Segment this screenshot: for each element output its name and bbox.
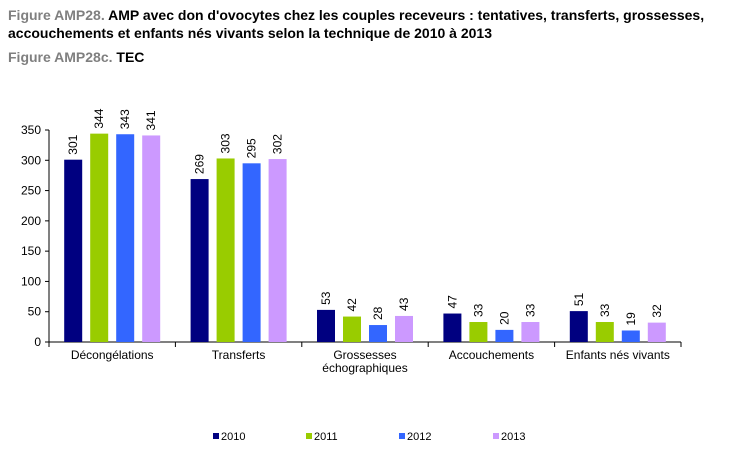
figure-title: Figure AMP28. AMP avec don d'ovocytes ch… <box>8 6 723 42</box>
bar-value-label: 302 <box>271 134 285 154</box>
bar <box>343 316 361 342</box>
bar <box>216 158 235 342</box>
y-tick-label: 0 <box>34 335 41 349</box>
legend-swatch <box>213 433 219 439</box>
bar <box>268 159 287 342</box>
figure-title-text: AMP avec don d'ovocytes chez les couples… <box>8 7 705 41</box>
bar-value-label: 303 <box>219 133 233 153</box>
bar-value-label: 295 <box>245 138 259 158</box>
bar-value-label: 20 <box>497 311 511 325</box>
y-tick-label: 150 <box>21 244 41 258</box>
legend-label: 2010 <box>221 431 245 443</box>
legend-label: 2011 <box>314 431 338 443</box>
bar <box>469 322 488 342</box>
bar-value-label: 33 <box>471 303 485 317</box>
bar-value-label: 43 <box>397 297 411 311</box>
bar-value-label: 32 <box>650 304 664 318</box>
bar <box>64 159 83 342</box>
bar <box>647 322 666 342</box>
bar <box>521 322 540 342</box>
bar <box>116 134 135 342</box>
bar <box>142 135 161 342</box>
x-category-label: échographiques <box>322 361 407 375</box>
figure-subtitle-text: TEC <box>116 49 145 65</box>
y-tick-label: 350 <box>21 123 41 137</box>
bar <box>621 330 640 342</box>
figure-subtitle-prefix: Figure AMP28c. <box>8 49 113 65</box>
x-category-label: Décongélations <box>71 348 154 362</box>
bar <box>443 313 462 342</box>
bar-value-label: 341 <box>144 110 158 130</box>
x-category-label: Transferts <box>212 348 266 362</box>
bar-value-label: 269 <box>193 154 207 174</box>
y-tick-label: 50 <box>28 305 42 319</box>
y-tick-label: 100 <box>21 274 41 288</box>
bar-value-label: 343 <box>118 109 132 129</box>
bar <box>317 309 335 342</box>
figure-subtitle: Figure AMP28c. TEC <box>8 48 144 66</box>
y-tick-label: 200 <box>21 214 41 228</box>
bar <box>242 163 261 342</box>
bar-value-label: 53 <box>319 291 333 305</box>
bar <box>369 325 387 342</box>
bar-value-label: 47 <box>445 295 459 309</box>
bar-value-label: 33 <box>598 303 612 317</box>
bar <box>90 133 109 342</box>
bar <box>595 322 614 342</box>
bar-value-label: 344 <box>92 108 106 128</box>
x-category-label: Enfants nés vivants <box>566 348 670 362</box>
bar-value-label: 42 <box>345 298 359 312</box>
legend-swatch <box>306 433 312 439</box>
bar <box>395 315 413 342</box>
legend-label: 2012 <box>407 431 431 443</box>
bar <box>495 329 514 342</box>
legend-label: 2013 <box>501 431 525 443</box>
bar-value-label: 51 <box>572 292 586 306</box>
bar-value-label: 33 <box>523 303 537 317</box>
bar <box>190 179 209 342</box>
x-category-label: Grossesses <box>333 348 396 362</box>
figure-title-prefix: Figure AMP28. <box>8 7 105 23</box>
x-category-label: Accouchements <box>449 348 534 362</box>
legend-swatch <box>493 433 499 439</box>
bar-value-label: 19 <box>624 312 638 326</box>
bar-value-label: 301 <box>66 134 80 154</box>
legend-swatch <box>399 433 405 439</box>
bar <box>569 311 588 342</box>
y-tick-label: 300 <box>21 153 41 167</box>
y-tick-label: 250 <box>21 184 41 198</box>
bar-value-label: 28 <box>371 306 385 320</box>
